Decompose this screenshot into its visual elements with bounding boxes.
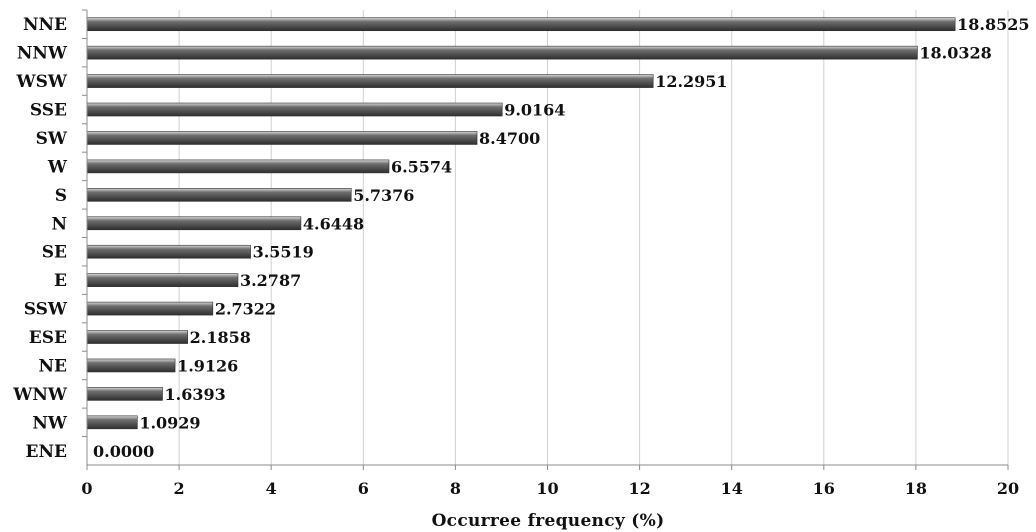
x-tick-label: 10 xyxy=(536,479,558,498)
data-label: 4.6448 xyxy=(303,214,364,233)
bar-wsw xyxy=(86,74,654,88)
axes xyxy=(82,9,1009,470)
bar-ne xyxy=(86,358,176,373)
x-tick-label: 2 xyxy=(174,479,185,498)
x-tick-label: 8 xyxy=(450,479,461,498)
bar-nnw xyxy=(86,45,918,60)
y-tick-label: ENE xyxy=(26,442,67,462)
bar-n xyxy=(86,216,302,231)
y-tick-label: WSW xyxy=(16,72,68,92)
bar-sw xyxy=(86,131,478,145)
y-tick-label: SW xyxy=(36,129,68,149)
bar-nw xyxy=(86,415,138,430)
x-tick-label: 4 xyxy=(266,479,277,498)
x-axis-title: Occurree frequency (%) xyxy=(432,511,665,531)
bar-sse xyxy=(86,102,503,117)
x-tick-label: 16 xyxy=(813,479,835,498)
y-tick-label: SSW xyxy=(24,300,68,320)
y-tick-label: W xyxy=(47,157,68,177)
bar-ese xyxy=(86,330,188,344)
data-label: 2.7322 xyxy=(215,300,276,319)
y-tick-label: N xyxy=(51,214,67,234)
data-label: 1.6393 xyxy=(164,385,225,404)
bars xyxy=(86,17,956,430)
data-label: 3.2787 xyxy=(240,271,301,290)
data-label: 8.4700 xyxy=(479,129,540,148)
data-label: 2.1858 xyxy=(190,328,251,347)
y-tick-label: WNW xyxy=(12,385,68,405)
data-label: 18.0328 xyxy=(919,44,991,63)
data-label: 12.2951 xyxy=(655,72,727,91)
data-label: 9.0164 xyxy=(504,101,565,120)
x-tick-label: 14 xyxy=(721,479,743,498)
x-tick-label: 6 xyxy=(358,479,369,498)
y-tick-label: SSE xyxy=(30,101,67,121)
y-tick-label: NE xyxy=(39,356,68,376)
bar-nne xyxy=(86,17,956,32)
bar-ssw xyxy=(86,301,214,316)
y-tick-label: E xyxy=(54,271,67,291)
x-tick-label: 20 xyxy=(997,479,1019,498)
y-tick-label: SE xyxy=(42,243,67,263)
x-tick-label: 18 xyxy=(905,479,927,498)
bar-wnw xyxy=(86,387,163,401)
data-label: 6.5574 xyxy=(391,157,452,176)
data-label: 5.7376 xyxy=(353,186,414,205)
y-tick-label: S xyxy=(55,186,67,206)
y-tick-label: ESE xyxy=(29,328,67,348)
bar-s xyxy=(86,188,352,202)
data-label: 3.5519 xyxy=(253,243,314,262)
x-tick-label: 0 xyxy=(81,479,92,498)
data-label: 1.0929 xyxy=(139,413,200,432)
bar-se xyxy=(86,244,251,259)
x-tick-label: 12 xyxy=(628,479,650,498)
data-label: 1.9126 xyxy=(177,356,238,375)
y-tick-label: NNE xyxy=(23,15,67,35)
y-tick-label: NW xyxy=(32,413,68,433)
bar-w xyxy=(86,159,390,174)
y-tick-label: NNW xyxy=(17,44,68,64)
bar-e xyxy=(86,273,239,287)
data-label: 0.0000 xyxy=(93,442,154,461)
data-label: 18.8525 xyxy=(957,15,1029,34)
